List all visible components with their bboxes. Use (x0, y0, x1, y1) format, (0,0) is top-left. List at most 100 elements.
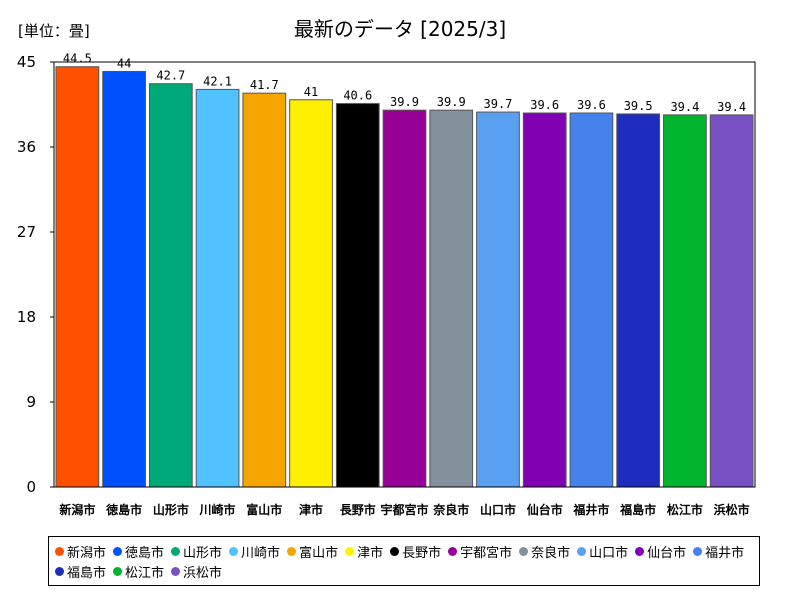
x-tick-label: 津市 (299, 502, 323, 517)
legend-swatch (577, 546, 587, 556)
legend-swatch (229, 546, 239, 556)
bar-value-label: 39.9 (437, 95, 466, 109)
x-tick-label: 長野市 (340, 502, 376, 517)
bar (102, 70, 146, 488)
bar (616, 113, 661, 488)
x-axis-labels: 新潟市 徳島市 山形市 川崎市 富山市 津市 長野市 宇都宮市 奈良市 山口市 仙台市 福井市 福島市松… (59, 502, 749, 517)
legend-swatch (55, 566, 64, 576)
legend-item: 松江市 (113, 561, 164, 581)
bar-value-label: 41.7 (250, 78, 279, 92)
bar (242, 92, 287, 488)
bar-value-label: 44 (117, 56, 131, 70)
legend-item: 長野市 (390, 541, 441, 561)
x-tick-label: 福島市 (619, 502, 656, 517)
legend-item: 仙台市 (635, 541, 686, 561)
legend-label: 浜松市 (183, 565, 223, 581)
legend-item: 浜松市 (171, 561, 222, 581)
x-tick-label: 新潟市 (59, 502, 95, 517)
x-tick-label: 福井市 (572, 502, 609, 517)
y-tick-label: 0 (26, 478, 36, 496)
unit-label: [単位：畳] (18, 22, 90, 40)
x-tick-label: 宇都宮市 (380, 502, 428, 517)
legend-label: 徳島市 (125, 545, 165, 561)
legend-item: 津市 (345, 541, 383, 561)
legend-item: 福島市 (55, 561, 106, 581)
bar (335, 103, 380, 488)
bar-value-label: 39.6 (577, 98, 606, 112)
legend-swatch (55, 546, 64, 556)
legend-swatch (113, 566, 123, 576)
legend-label: 川崎市 (241, 545, 281, 561)
bar-value-label: 41 (304, 85, 318, 99)
y-tick-label: 9 (26, 393, 36, 411)
x-tick-label: 仙台市 (527, 502, 563, 517)
y-axis: 0 9 18 27 36 45 (17, 53, 54, 496)
legend-label: 津市 (357, 545, 384, 561)
legend-item: 山口市 (577, 541, 628, 561)
legend-label: 奈良市 (531, 545, 571, 561)
x-tick-label: 山口市 (480, 502, 516, 517)
legend-item: 山形市 (171, 541, 222, 561)
legend-swatch (171, 546, 181, 556)
y-tick-label: 27 (17, 223, 36, 241)
bar (289, 99, 333, 488)
bar (663, 114, 707, 488)
bar-value-label: 42.7 (156, 69, 185, 83)
y-tick-label: 45 (17, 53, 36, 71)
legend-label: 山形市 (183, 545, 223, 561)
legend-swatch (345, 546, 355, 556)
plot-frame (53, 61, 756, 488)
x-tick-label: 富山市 (246, 502, 282, 517)
x-tick-label: 松江市 (667, 502, 703, 517)
legend-swatch (519, 546, 529, 556)
legend-swatch (171, 566, 181, 576)
legend-label: 松江市 (125, 565, 165, 581)
legend-label: 宇都宮市 (460, 545, 513, 561)
legend-swatch (287, 546, 297, 556)
legend-item: 新潟市 (55, 541, 106, 561)
legend-label: 福井市 (705, 545, 745, 561)
legend-item: 徳島市 (113, 541, 164, 561)
legend-item: 宇都宮市 (448, 541, 512, 561)
bar (522, 112, 567, 488)
bar-value-label: 44.5 (63, 52, 92, 66)
x-tick-label: 浜松市 (714, 502, 750, 517)
legend-label: 仙台市 (647, 545, 687, 561)
bar (569, 112, 614, 488)
bar (476, 111, 520, 488)
legend-item: 富山市 (287, 541, 338, 561)
bar-value-label: 39.7 (484, 97, 513, 111)
legend-swatch (390, 546, 400, 556)
x-tick-label: 徳島市 (105, 502, 142, 517)
legend-swatch (693, 546, 703, 556)
legend-item: 奈良市 (519, 541, 570, 561)
bar-value-label: 39.4 (717, 100, 746, 114)
bar-chart: [単位：畳] 最新のデータ [2025/3] 0 9 18 27 36 45 44.5 44… (17, 17, 756, 517)
x-tick-label: 奈良市 (432, 502, 469, 517)
x-tick-label: 川崎市 (199, 502, 236, 517)
bar (148, 83, 193, 488)
legend-swatch (448, 546, 458, 556)
legend-label: 山口市 (589, 545, 629, 561)
bar-value-label: 39.6 (530, 98, 559, 112)
bar (429, 109, 474, 488)
legend-item: 福井市 (693, 541, 744, 561)
legend-label: 新潟市 (67, 545, 107, 561)
legend-label: 福島市 (67, 565, 107, 581)
bar-value-label: 42.1 (203, 74, 232, 88)
legend: 新潟市 徳島市 山形市 川崎市 富山市 津市 長野市 宇都宮市 奈良市 山口市 仙台市 福井市福島市 松… (48, 536, 760, 586)
bars: 44.5 44 42.7 42.1 41.7 41 40.6 39.9 39.9 39.7 39.6… (55, 52, 754, 488)
legend-swatch (635, 546, 645, 556)
bar (195, 88, 240, 488)
bar-value-label: 40.6 (343, 89, 372, 103)
legend-swatch (113, 546, 123, 556)
bar-value-label: 39.5 (624, 99, 653, 113)
y-tick-label: 36 (17, 138, 36, 156)
legend-item: 川崎市 (229, 541, 280, 561)
bar-value-label: 39.4 (670, 100, 699, 114)
y-tick-label: 18 (17, 308, 36, 326)
bar (55, 66, 100, 488)
legend-label: 富山市 (299, 545, 339, 561)
bar (709, 114, 754, 488)
chart-title: 最新のデータ [2025/3] (294, 17, 506, 41)
